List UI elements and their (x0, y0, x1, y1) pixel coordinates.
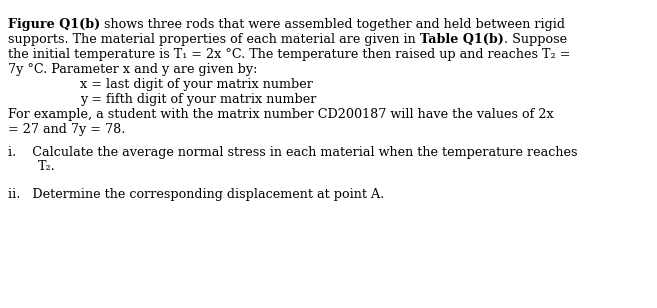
Text: ii.   Determine the corresponding displacement at point A.: ii. Determine the corresponding displace… (8, 188, 384, 201)
Text: 7y °C. Parameter x and y are given by:: 7y °C. Parameter x and y are given by: (8, 63, 258, 76)
Text: T₂.: T₂. (38, 160, 56, 173)
Text: i.    Calculate the average normal stress in each material when the temperature : i. Calculate the average normal stress i… (8, 146, 578, 159)
Text: Table Q1(b): Table Q1(b) (420, 33, 504, 46)
Text: supports. The material properties of each material are given in: supports. The material properties of eac… (8, 33, 420, 46)
Text: = 27 and 7y = 78.: = 27 and 7y = 78. (8, 123, 125, 136)
Text: x = last digit of your matrix number: x = last digit of your matrix number (80, 78, 313, 91)
Text: For example, a student with the matrix number CD200187 will have the values of 2: For example, a student with the matrix n… (8, 108, 554, 121)
Text: Figure Q1(b): Figure Q1(b) (8, 18, 101, 31)
Text: shows three rods that were assembled together and held between rigid: shows three rods that were assembled tog… (101, 18, 565, 31)
Text: y = fifth digit of your matrix number: y = fifth digit of your matrix number (80, 93, 317, 106)
Text: the initial temperature is T₁ = 2x °C. The temperature then raised up and reache: the initial temperature is T₁ = 2x °C. T… (8, 48, 570, 61)
Text: . Suppose: . Suppose (504, 33, 567, 46)
